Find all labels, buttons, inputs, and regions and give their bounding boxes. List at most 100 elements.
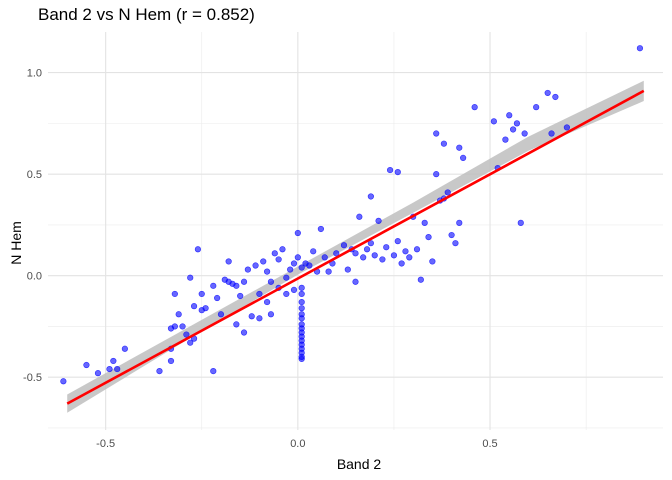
data-point xyxy=(275,256,282,263)
data-point xyxy=(502,136,509,143)
data-point xyxy=(452,240,459,247)
data-point xyxy=(417,276,424,283)
data-point xyxy=(506,112,513,119)
data-point xyxy=(406,254,413,261)
data-point xyxy=(325,268,332,275)
data-point xyxy=(533,104,540,111)
data-point xyxy=(271,250,278,257)
data-point xyxy=(448,231,455,239)
data-point xyxy=(344,266,351,273)
data-point xyxy=(187,274,194,281)
data-point xyxy=(433,130,440,137)
data-point xyxy=(240,278,248,285)
data-point xyxy=(210,282,217,289)
data-point xyxy=(444,189,451,196)
y-tick-label: 0.5 xyxy=(27,169,42,181)
data-point xyxy=(306,262,313,269)
data-point xyxy=(386,166,394,174)
data-point xyxy=(298,298,305,306)
y-tick-label: 1.0 xyxy=(27,68,42,80)
confidence-band xyxy=(67,80,644,413)
x-tick-label: -0.5 xyxy=(96,438,115,450)
data-point xyxy=(456,144,463,151)
data-point xyxy=(190,303,198,310)
data-points xyxy=(60,45,644,385)
data-point xyxy=(433,171,440,178)
data-point xyxy=(240,329,248,336)
data-point xyxy=(552,93,559,101)
x-tick-label: 0.0 xyxy=(290,438,305,450)
data-point xyxy=(363,246,371,253)
data-point xyxy=(294,254,301,261)
data-point xyxy=(106,365,113,373)
data-point xyxy=(279,246,286,253)
data-point xyxy=(460,154,467,161)
data-point xyxy=(367,193,374,200)
data-point xyxy=(237,292,244,300)
data-point xyxy=(390,252,398,259)
data-point xyxy=(114,365,121,373)
chart-title: Band 2 vs N Hem (r = 0.852) xyxy=(38,5,255,24)
data-point xyxy=(156,368,163,375)
data-point xyxy=(298,305,305,312)
data-point xyxy=(210,368,217,375)
data-point xyxy=(383,244,390,251)
data-point xyxy=(394,169,401,176)
data-point xyxy=(183,331,190,338)
data-point xyxy=(260,258,267,265)
regression-line-path xyxy=(66,89,645,405)
y-tick-label: -0.5 xyxy=(23,372,42,384)
data-point xyxy=(421,219,428,226)
x-tick-label: 0.5 xyxy=(482,438,497,450)
data-point xyxy=(298,355,305,363)
data-point xyxy=(233,321,240,328)
data-point xyxy=(267,278,275,285)
data-point xyxy=(175,311,182,318)
data-point xyxy=(360,254,367,261)
data-point xyxy=(283,290,290,298)
data-point xyxy=(171,323,178,330)
data-point xyxy=(425,233,432,241)
data-point xyxy=(398,260,405,267)
data-point xyxy=(298,290,305,298)
data-point xyxy=(379,256,386,263)
data-point xyxy=(333,250,340,257)
data-point xyxy=(548,130,555,137)
data-point xyxy=(340,242,348,249)
regression-line xyxy=(66,89,645,405)
data-point xyxy=(198,290,205,298)
data-point xyxy=(394,238,401,245)
data-point xyxy=(563,124,571,131)
data-point xyxy=(290,286,298,293)
data-point xyxy=(256,290,263,298)
data-point xyxy=(544,89,551,97)
data-point xyxy=(513,120,521,127)
data-point xyxy=(636,45,644,52)
data-point xyxy=(171,290,178,298)
data-point xyxy=(413,246,421,253)
x-axis-title: Band 2 xyxy=(337,456,382,472)
data-point xyxy=(440,140,448,147)
data-point xyxy=(283,274,290,281)
data-point xyxy=(179,323,186,330)
data-point xyxy=(429,258,436,265)
data-point xyxy=(263,268,271,275)
data-point xyxy=(294,229,301,237)
data-point xyxy=(298,315,305,322)
data-point xyxy=(517,219,524,226)
data-point xyxy=(233,282,240,289)
data-point xyxy=(356,213,363,220)
data-point xyxy=(471,104,478,111)
confidence-band-area xyxy=(67,80,644,413)
y-axis-title: N Hem xyxy=(8,221,24,265)
tick-labels: -0.5 0.0 0.5 -0.5 0.0 0.5 1.0 xyxy=(23,68,498,450)
grid xyxy=(48,32,663,430)
data-point xyxy=(352,278,359,285)
data-point xyxy=(509,126,517,133)
data-point xyxy=(187,339,194,346)
data-point xyxy=(298,284,305,291)
y-tick-label: 0.0 xyxy=(27,271,42,283)
data-point xyxy=(256,315,263,322)
data-point xyxy=(521,130,528,137)
data-point xyxy=(110,357,117,365)
